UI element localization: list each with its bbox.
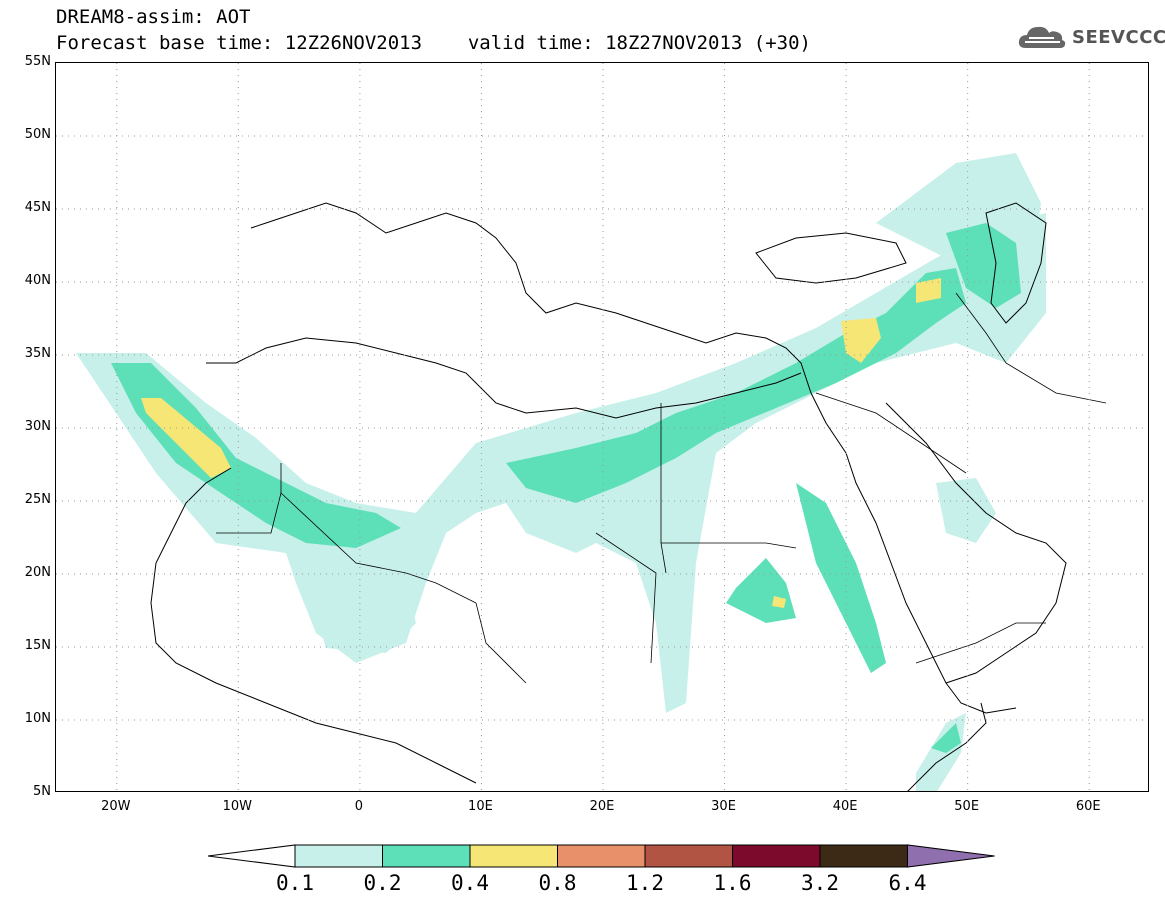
- lon-label: 60E: [1075, 799, 1101, 814]
- lon-label: 30E: [711, 799, 736, 814]
- aot-band-low-horn: [916, 713, 966, 791]
- legend-swatch: [732, 844, 821, 868]
- legend-level-label: 0.2: [363, 871, 402, 895]
- coastlines: [150, 202, 1067, 791]
- aot-map: [56, 63, 1148, 791]
- coastline-horn: [907, 702, 987, 791]
- aot-band-mid-sudan: [726, 558, 796, 623]
- lon-label: 40E: [832, 799, 858, 814]
- lat-label: 30N: [24, 419, 51, 434]
- aot-band-high-armenia: [916, 278, 941, 303]
- border-mauritania: [216, 463, 282, 534]
- coastline-arabia: [885, 402, 1067, 684]
- lon-label: 50E: [954, 799, 980, 814]
- coastline-black-sea: [755, 232, 907, 284]
- legend-overflow-triangle: [907, 844, 995, 868]
- legend-level-label: 1.2: [626, 871, 664, 895]
- legend-level-label: 3.2: [801, 871, 839, 895]
- lat-label: 45N: [24, 200, 51, 215]
- cloud-icon: [1018, 26, 1066, 48]
- legend-underflow-triangle: [207, 844, 296, 868]
- seevccc-logo: SEEVCCC: [1016, 22, 1165, 52]
- graticule: [56, 63, 1148, 791]
- coastline-north-africa: [206, 337, 802, 419]
- legend-swatch: [644, 844, 733, 868]
- legend-swatch: [819, 844, 908, 868]
- border-algeria-mali: [280, 492, 477, 604]
- border-egypt-sudan: [661, 542, 797, 549]
- lon-label: 10W: [222, 799, 253, 814]
- lat-label: 5N: [33, 784, 51, 799]
- logo-text: SEEVCCC: [1072, 26, 1165, 48]
- lat-label: 20N: [24, 565, 51, 580]
- legend-swatch: [294, 844, 383, 868]
- lon-label: 10E: [468, 799, 493, 814]
- aot-band-high-morocco: [141, 398, 231, 478]
- border-chad-sudan: [595, 532, 657, 664]
- aot-band-high-sudan: [772, 596, 786, 608]
- border-mali-niger: [475, 602, 527, 684]
- lat-label: 50N: [24, 127, 51, 142]
- map-panel: [55, 62, 1149, 792]
- coastline-caspian: [985, 202, 1047, 324]
- aot-band-mid-morocco: [111, 363, 401, 548]
- border-yemen: [915, 622, 1046, 664]
- aot-band-mid-horn: [931, 723, 961, 753]
- legend-colorbar: [207, 844, 995, 868]
- lat-label: 10N: [24, 711, 51, 726]
- legend-level-label: 0.4: [451, 871, 489, 895]
- aot-band-mid-caspian: [946, 223, 1021, 308]
- valid-time: valid time: 18Z27NOV2013 (+30): [467, 32, 811, 54]
- lat-label: 25N: [24, 492, 51, 507]
- lat-label: 40N: [24, 273, 51, 288]
- lat-label: 15N: [24, 638, 51, 653]
- border-iran: [955, 292, 1107, 404]
- country-borders: [216, 292, 1107, 684]
- legend-level-label: 0.1: [276, 871, 314, 895]
- aot-band-low-africa: [306, 563, 416, 653]
- aot-band-high-syria: [841, 318, 881, 363]
- legend-swatch: [382, 844, 471, 868]
- aot-field: [76, 153, 1046, 791]
- legend-level-label: 1.6: [713, 871, 752, 895]
- forecast-base-time: Forecast base time: 12Z26NOV2013: [56, 32, 423, 54]
- lon-label: 20E: [589, 799, 615, 814]
- lat-label: 35N: [24, 346, 51, 361]
- chart-title: DREAM8-assim: AOT: [56, 6, 251, 28]
- coastline-europe-north-africa: [250, 202, 1017, 714]
- forecast-times: Forecast base time: 12Z26NOV2013 valid t…: [56, 34, 811, 53]
- legend-level-label: 6.4: [888, 871, 927, 895]
- border-saudi-iraq: [815, 392, 967, 474]
- lon-label: 20W: [101, 799, 131, 814]
- aot-band-mid-libya: [506, 268, 966, 503]
- aot-band-low-gulf: [936, 478, 996, 543]
- legend-swatch: [557, 844, 646, 868]
- legend-level-label: 0.8: [538, 871, 577, 895]
- lon-label: 0: [354, 799, 364, 814]
- aot-band-mid-redsea: [796, 483, 886, 673]
- legend-swatch: [469, 844, 558, 868]
- lat-label: 55N: [24, 54, 51, 69]
- coastline-west-africa: [150, 467, 477, 784]
